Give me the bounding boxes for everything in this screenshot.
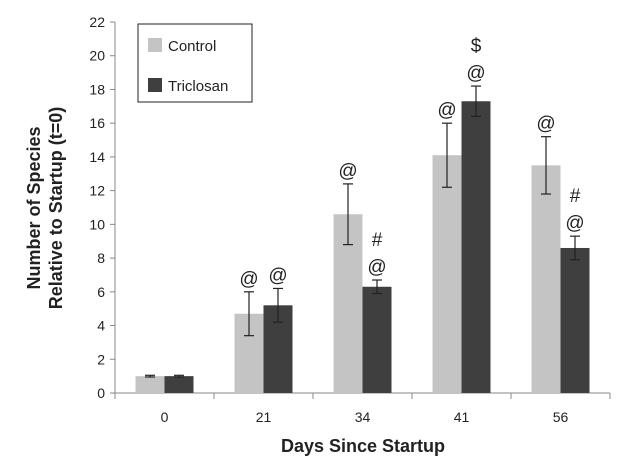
y-tick-label: 18 [89,81,105,97]
x-tick-label: 41 [454,409,470,425]
legend-swatch-triclosan [148,78,162,92]
y-tick-label: 20 [89,48,105,64]
y-tick-label: 16 [89,115,105,131]
bar-triclosan [164,376,194,393]
significance-mark: @ [268,265,287,286]
legend-label-control: Control [168,38,216,55]
y-tick-label: 12 [89,183,105,199]
significance-mark: @ [239,269,258,290]
significance-mark: # [372,230,383,251]
legend-swatch-control [148,38,162,52]
significance-mark: @ [338,161,357,182]
y-axis-title-line-1: Number of Species [24,126,44,289]
y-tick-label: 2 [97,351,105,367]
bar-control [135,376,165,393]
y-tick-label: 0 [97,385,105,401]
x-axis-title: Days Since Startup [281,436,445,456]
x-tick-label: 56 [553,409,569,425]
bar-triclosan [362,286,392,393]
y-tick-label: 6 [97,284,105,300]
significance-mark: @ [437,100,456,121]
significance-mark: $ [471,36,482,57]
bar-triclosan [461,101,491,393]
significance-mark: # [570,186,581,207]
y-tick-label: 10 [89,216,105,232]
x-tick-label: 0 [161,409,169,425]
y-tick-label: 22 [89,14,105,30]
y-tick-label: 8 [97,250,105,266]
significance-mark: @ [466,63,485,84]
bar-triclosan [560,247,590,393]
significance-mark: @ [367,257,386,278]
legend-label-triclosan: Triclosan [168,78,228,95]
significance-mark: @ [536,114,555,135]
bar-control [531,165,561,393]
x-tick-label: 21 [256,409,272,425]
legend: Control Triclosan [137,23,253,103]
y-tick-label: 14 [89,149,105,165]
y-tick-label: 4 [97,318,105,334]
bar-control [432,155,462,393]
y-axis-title-line-2: Relative to Startup (t=0) [46,107,66,310]
significance-mark: @ [565,213,584,234]
x-tick-label: 34 [355,409,371,425]
